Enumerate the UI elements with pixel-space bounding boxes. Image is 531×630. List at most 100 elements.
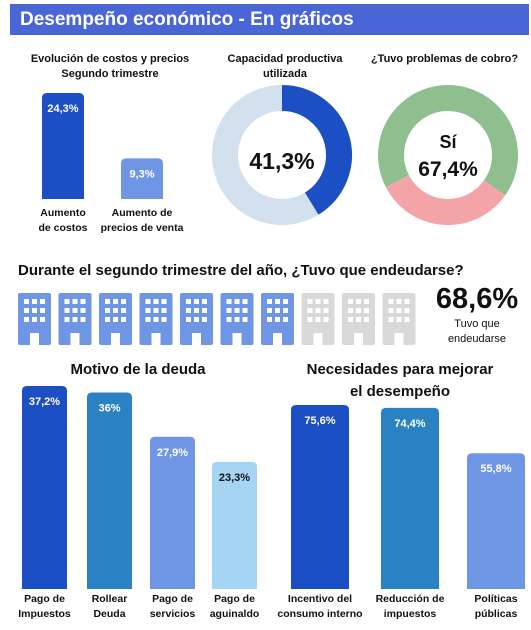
reasons-chart-category-label-0-1: Impuestos bbox=[18, 608, 71, 620]
building-window-0-0-0 bbox=[24, 299, 29, 304]
building-window-0-1-0 bbox=[24, 308, 29, 313]
needs-chart-category-label-0-1: consumo interno bbox=[277, 608, 362, 620]
capacity-center-label: 41,3% bbox=[249, 148, 314, 174]
costs-chart-category-label-0-1: de costos bbox=[38, 222, 87, 234]
building-window-6-0-0 bbox=[267, 299, 272, 304]
collection-center-label-line2: 67,4% bbox=[418, 158, 478, 181]
needs-chart-category-label-1-1: impuestos bbox=[384, 608, 437, 620]
building-window-3-2-1 bbox=[153, 317, 159, 322]
building-window-6-0-1 bbox=[275, 299, 280, 304]
reasons-chart-category-label-2-0: Pago de bbox=[152, 593, 193, 605]
needs-chart-bar-2 bbox=[467, 453, 525, 589]
building-window-8-0-0 bbox=[348, 299, 353, 304]
building-window-7-1-1 bbox=[315, 308, 321, 313]
building-window-8-1-0 bbox=[348, 308, 353, 313]
capacity-chart-title-line2: utilizada bbox=[262, 68, 307, 80]
building-window-3-0-0 bbox=[145, 299, 151, 304]
building-window-9-0-0 bbox=[388, 299, 394, 304]
building-window-9-0-1 bbox=[396, 299, 402, 304]
needs-chart-category-label-1-0: Reducción de bbox=[376, 593, 445, 605]
building-window-0-2-2 bbox=[40, 317, 45, 322]
building-window-5-2-2 bbox=[242, 317, 248, 322]
building-window-3-1-0 bbox=[145, 308, 151, 313]
building-window-3-2-2 bbox=[161, 317, 167, 322]
building-door-3 bbox=[151, 333, 161, 345]
building-window-9-2-1 bbox=[396, 317, 402, 322]
building-window-8-1-1 bbox=[356, 308, 361, 313]
debt-caption-line1: Tuvo que bbox=[454, 318, 500, 330]
building-window-4-1-0 bbox=[186, 308, 191, 313]
building-window-0-1-2 bbox=[40, 308, 45, 313]
building-window-5-2-0 bbox=[226, 317, 232, 322]
building-window-9-1-2 bbox=[404, 308, 410, 313]
needs-chart-bar-1 bbox=[381, 407, 439, 589]
needs-chart-category-label-2-0: Políticas bbox=[474, 593, 517, 605]
needs-chart-category-label-0-0: Incentivo del bbox=[288, 593, 352, 605]
building-window-1-0-2 bbox=[80, 299, 86, 304]
needs-chart-category-label-2-1: públicas bbox=[475, 608, 518, 620]
building-window-5-2-1 bbox=[234, 317, 240, 322]
building-door-4 bbox=[192, 333, 201, 345]
building-door-7 bbox=[313, 333, 323, 345]
building-window-7-0-0 bbox=[307, 299, 313, 304]
reasons-chart-value-label-2: 27,9% bbox=[157, 447, 188, 459]
building-door-5 bbox=[232, 333, 242, 345]
building-window-2-2-0 bbox=[105, 317, 110, 322]
building-window-6-2-2 bbox=[283, 317, 288, 322]
building-window-3-0-2 bbox=[161, 299, 167, 304]
costs-chart-title-line1: Evolución de costos y precios bbox=[30, 53, 190, 65]
building-window-8-2-1 bbox=[356, 317, 361, 322]
building-window-2-1-2 bbox=[121, 308, 126, 313]
building-window-2-1-0 bbox=[105, 308, 110, 313]
reasons-chart-value-label-3: 23,3% bbox=[219, 472, 250, 484]
collection-chart-title: ¿Tuvo problemas de cobro? bbox=[370, 53, 519, 65]
building-window-8-2-2 bbox=[364, 317, 369, 322]
debt-reasons-title: Motivo de la deuda bbox=[70, 361, 206, 378]
building-window-8-2-0 bbox=[348, 317, 353, 322]
reasons-chart-bar-3 bbox=[212, 461, 257, 589]
building-window-5-1-1 bbox=[234, 308, 240, 313]
collection-donut-slice-1 bbox=[385, 174, 506, 225]
costs-chart-category-label-0-0: Aumento bbox=[40, 207, 86, 219]
building-window-7-2-2 bbox=[323, 317, 329, 322]
needs-chart-value-label-1: 74,4% bbox=[394, 418, 425, 430]
building-window-2-1-1 bbox=[113, 308, 118, 313]
building-window-8-0-1 bbox=[356, 299, 361, 304]
building-window-7-1-0 bbox=[307, 308, 313, 313]
reasons-chart-category-label-0-0: Pago de bbox=[24, 593, 65, 605]
collection-donut-slice-0 bbox=[378, 85, 518, 196]
reasons-chart-value-label-1: 36% bbox=[98, 403, 120, 415]
building-window-1-0-1 bbox=[72, 299, 78, 304]
reasons-chart-category-label-2-1: servicios bbox=[150, 608, 196, 620]
building-window-7-1-2 bbox=[323, 308, 329, 313]
building-window-9-2-2 bbox=[404, 317, 410, 322]
building-window-3-1-1 bbox=[153, 308, 159, 313]
building-window-9-0-2 bbox=[404, 299, 410, 304]
building-window-4-0-0 bbox=[186, 299, 191, 304]
building-window-0-2-0 bbox=[24, 317, 29, 322]
costs-chart-category-label-1-1: precios de venta bbox=[101, 222, 184, 234]
building-door-8 bbox=[354, 333, 363, 345]
building-window-4-1-1 bbox=[194, 308, 199, 313]
building-door-9 bbox=[394, 333, 404, 345]
building-door-6 bbox=[273, 333, 282, 345]
building-door-0 bbox=[30, 333, 39, 345]
building-window-4-0-1 bbox=[194, 299, 199, 304]
collection-center-label-line1: Sí bbox=[439, 132, 457, 152]
building-window-6-1-0 bbox=[267, 308, 272, 313]
debt-caption-line2: endeudarse bbox=[447, 333, 507, 345]
building-window-2-0-0 bbox=[105, 299, 110, 304]
costs-chart-category-label-1-0: Aumento de bbox=[112, 207, 173, 219]
building-window-1-2-1 bbox=[72, 317, 78, 322]
reasons-chart-category-label-3-0: Pago de bbox=[214, 593, 255, 605]
building-window-8-0-2 bbox=[364, 299, 369, 304]
building-door-2 bbox=[111, 333, 120, 345]
building-window-6-2-0 bbox=[267, 317, 272, 322]
page-title: Desempeño económico - En gráficos bbox=[10, 4, 529, 35]
building-window-4-0-2 bbox=[202, 299, 207, 304]
costs-chart-value-label-0: 24,3% bbox=[47, 103, 78, 115]
building-window-3-0-1 bbox=[153, 299, 159, 304]
building-window-5-0-0 bbox=[226, 299, 232, 304]
needs-chart-value-label-0: 75,6% bbox=[304, 415, 335, 427]
